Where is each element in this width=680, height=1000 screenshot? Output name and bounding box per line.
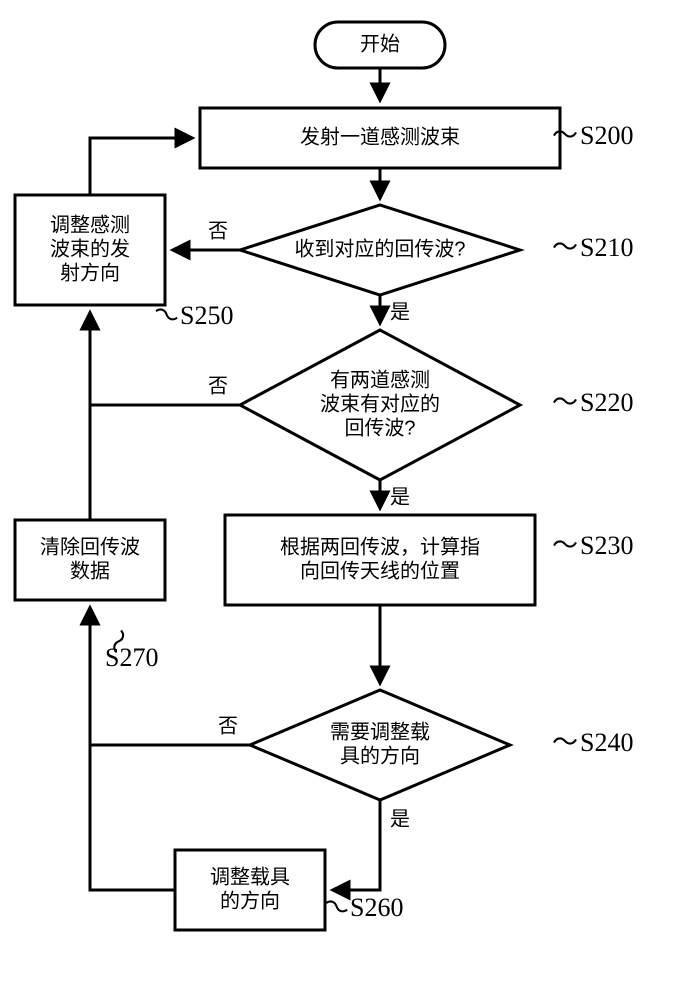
svg-text:〜: 〜 <box>552 388 578 417</box>
svg-text:S230: S230 <box>580 531 633 560</box>
svg-text:否: 否 <box>218 715 238 737</box>
svg-text:〜: 〜 <box>552 233 578 262</box>
svg-text:S260: S260 <box>350 893 403 922</box>
svg-text:S210: S210 <box>580 233 633 262</box>
svg-text:向回传天线的位置: 向回传天线的位置 <box>300 559 460 582</box>
svg-text:调整载具: 调整载具 <box>210 865 290 888</box>
svg-text:S250: S250 <box>180 301 233 330</box>
svg-text:S220: S220 <box>580 388 633 417</box>
node-s250: 调整感测波束的发射方向 S250 <box>15 195 233 330</box>
svg-text:需要调整载: 需要调整载 <box>330 720 430 743</box>
svg-text:的方向: 的方向 <box>220 889 280 912</box>
svg-text:有两道感测: 有两道感测 <box>330 368 430 391</box>
svg-text:数据: 数据 <box>70 559 110 582</box>
svg-text:是: 是 <box>390 301 410 323</box>
svg-text:是: 是 <box>390 486 410 508</box>
node-s230: 根据两回传波，计算指向回传天线的位置 S230 <box>225 515 633 605</box>
svg-text:射方向: 射方向 <box>60 261 120 284</box>
svg-text:根据两回传波，计算指: 根据两回传波，计算指 <box>280 535 480 558</box>
svg-text:是: 是 <box>390 808 410 830</box>
svg-text:〜: 〜 <box>552 728 578 757</box>
svg-text:发射一道感测波束: 发射一道感测波束 <box>300 125 460 148</box>
svg-text:波束有对应的: 波束有对应的 <box>320 392 440 415</box>
svg-text:否: 否 <box>208 375 228 397</box>
svg-text:〜: 〜 <box>552 531 578 560</box>
svg-text:收到对应的回传波?: 收到对应的回传波? <box>294 237 465 260</box>
svg-text:开始: 开始 <box>360 32 400 55</box>
svg-text:回传波?: 回传波? <box>344 416 415 439</box>
node-start: 开始 <box>315 22 445 68</box>
svg-text:否: 否 <box>208 220 228 242</box>
svg-text:〜: 〜 <box>552 121 578 150</box>
svg-text:调整感测: 调整感测 <box>50 213 130 236</box>
svg-text:清除回传波: 清除回传波 <box>40 535 140 558</box>
svg-text:波束的发: 波束的发 <box>50 237 130 260</box>
svg-text:S240: S240 <box>580 728 633 757</box>
svg-text:具的方向: 具的方向 <box>340 744 420 767</box>
svg-text:S200: S200 <box>580 121 633 150</box>
